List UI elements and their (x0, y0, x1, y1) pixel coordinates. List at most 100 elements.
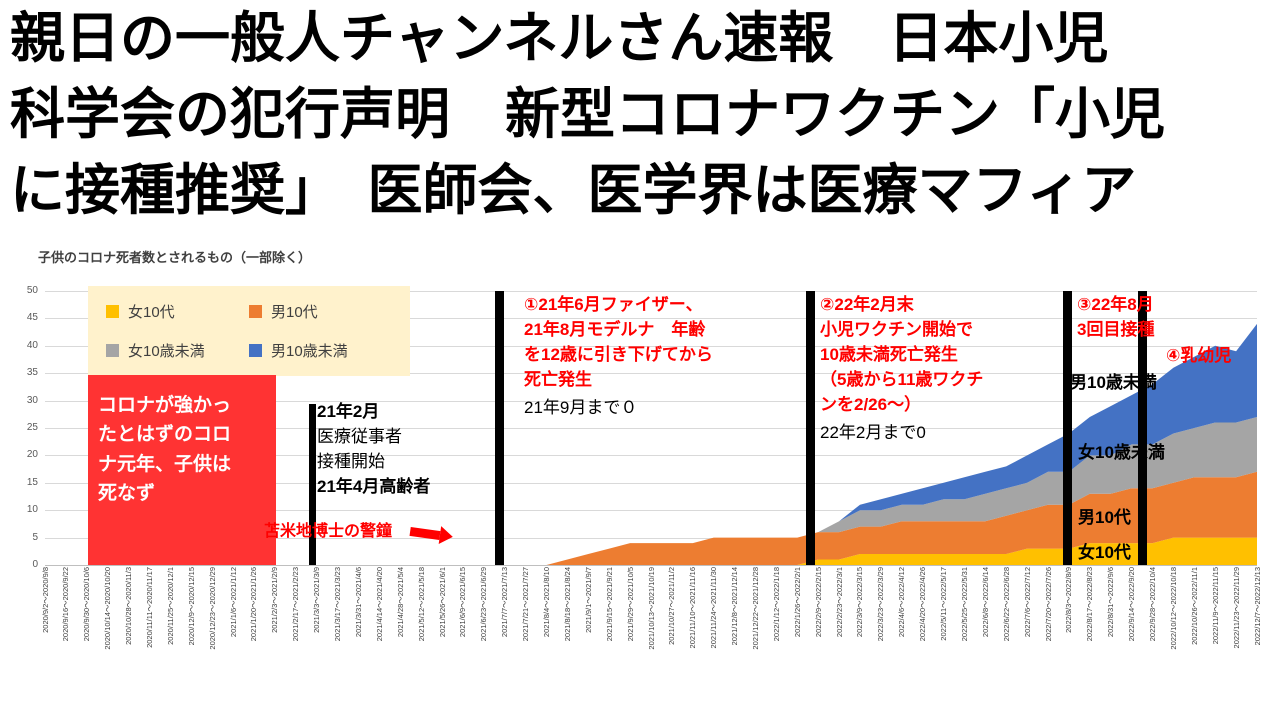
x-axis-label: 2021/11/24～2021/11/30 (709, 567, 719, 649)
timeline-bar-feb2021 (309, 404, 316, 565)
feb2021-note: 21年2月 医療従事者 接種開始 21年4月高齢者 (317, 399, 430, 499)
x-axis-label: 2021/3/3～2021/3/9 (312, 567, 322, 633)
note-1-red-text: ①21年6月ファイザー、 21年8月モデルナ 年齢 を12歳に引き下げてから 死… (524, 295, 713, 389)
legend-item-fu10: 女10歳未満 (106, 340, 249, 361)
y-axis-label: 15 (26, 476, 38, 488)
gridline (45, 373, 1257, 375)
x-axis-label: 2022/6/22～2022/6/28 (1001, 567, 1011, 642)
y-axis-label: 10 (26, 504, 38, 516)
x-axis-label: 2021/3/31～2021/4/6 (353, 567, 363, 638)
series-label-female-teens: 女10代 (1078, 543, 1131, 562)
x-axis-label: 2022/11/9～2022/11/15 (1210, 567, 1220, 645)
gridline (45, 510, 1257, 512)
y-axis-label: 45 (26, 312, 38, 324)
gridline (45, 482, 1257, 484)
timeline-bar-oct2022 (1138, 291, 1147, 565)
y-axis-label: 35 (26, 367, 38, 379)
x-axis-label: 2022/10/12～2022/10/18 (1168, 567, 1178, 650)
x-axis-label: 2021/4/28～2021/5/4 (395, 567, 405, 638)
x-axis-label: 2022/9/14～2022/9/20 (1127, 567, 1137, 642)
y-axis-label: 20 (26, 449, 38, 461)
gridline (45, 428, 1257, 429)
y-axis-label: 25 (26, 422, 38, 433)
x-axis-label: 2021/11/10～2021/11/16 (688, 567, 698, 649)
timeline-bar-jun2021 (495, 291, 504, 565)
legend-label: 男10代 (271, 304, 318, 321)
headline-line-2: 科学会の犯行声明 新型コロナワクチン「小児 (10, 83, 1166, 145)
y-axis-label: 50 (26, 285, 38, 296)
x-axis-label: 2022/2/9～2022/2/15 (813, 567, 823, 638)
series-label-male-under10: 男10歳未満 (1070, 373, 1157, 392)
note-1-black-text: 21年9月まで０ (524, 398, 638, 417)
gridline (45, 455, 1257, 457)
headline-line-1: 親日の一般人チャンネルさん速報 日本小児 (10, 7, 1109, 69)
y-axis-label: 40 (26, 339, 38, 351)
x-axis-label: 2020/11/11～2020/11/17 (144, 567, 154, 648)
note-2: ②22年2月末 小児ワクチン開始で 10歳未満死亡発生 （5歳から11歳ワクチ … (820, 292, 1070, 445)
x-axis-label: 2020/9/2～2020/9/8 (40, 567, 50, 633)
x-axis-label: 2021/9/15～2021/9/21 (604, 567, 614, 642)
note-3: ③22年8月 3回目接種 (1077, 292, 1257, 342)
x-axis-label: 2021/9/1～2021/9/7 (583, 567, 593, 633)
y-axis-label: 30 (26, 394, 38, 406)
x-axis-label: 2021/9/29～2021/10/5 (625, 567, 635, 642)
x-axis-label: 2022/11/23～2022/11/29 (1231, 567, 1241, 649)
x-axis-label: 2022/1/12～2022/1/18 (771, 567, 781, 642)
x-axis-label: 2022/8/31～2022/9/6 (1106, 567, 1116, 638)
chart-title: 子供のコロナ死者数とされるもの（一部除く） (38, 250, 312, 265)
x-axis-label: 2021/12/8～2021/12/14 (730, 567, 740, 646)
x-axis-label: 2021/8/18～2021/8/24 (562, 567, 572, 642)
x-axis-label: 2020/11/25～2020/12/1 (165, 567, 175, 645)
x-axis-label: 2022/4/6～2022/4/12 (897, 567, 907, 638)
headline-line-3: に接種推奨」 医師会、医学界は医療マフィア (10, 159, 1137, 221)
x-axis-label: 2021/7/7～2021/7/13 (500, 567, 510, 638)
x-axis-label: 2022/8/17～2022/8/23 (1085, 567, 1095, 642)
gridline (45, 291, 1257, 292)
gridline (45, 400, 1257, 402)
x-axis-label: 2021/4/14～2021/4/20 (374, 567, 384, 642)
x-axis-label: 2021/2/3～2021/2/9 (270, 567, 280, 633)
stacked-area-plot (45, 323, 1257, 565)
x-axis-label: 2021/10/13～2021/10/19 (646, 567, 656, 650)
legend-label: 女10代 (128, 304, 175, 321)
x-axis-label: 2021/7/21～2021/7/27 (521, 567, 531, 642)
legend-item-m10s: 男10代 (249, 301, 392, 322)
yellow-swatch-icon (106, 305, 119, 318)
x-axis-label: 2021/1/20～2021/1/26 (249, 567, 259, 642)
series-label-male-teens: 男10代 (1078, 508, 1131, 527)
y-axis-label: 0 (32, 559, 38, 570)
x-axis-label: 2021/3/17～2021/3/23 (333, 567, 343, 642)
x-axis-label: 2022/10/26～2022/11/1 (1189, 567, 1199, 645)
x-axis-label: 2021/6/9～2021/6/15 (458, 567, 468, 638)
x-axis-label: 2021/5/12～2021/5/18 (416, 567, 426, 642)
feb2021-note-bold2: 21年4月高齢者 (317, 477, 431, 496)
note-4: ④乳幼児 (1166, 343, 1231, 368)
legend-item-mu10: 男10歳未満 (249, 340, 392, 361)
x-axis-label: 2021/6/23～2021/6/29 (479, 567, 489, 642)
note-3-red-text: ③22年8月 3回目接種 (1077, 295, 1155, 339)
gridline (45, 565, 1257, 566)
legend-label: 男10歳未満 (271, 343, 348, 360)
legend-item-f10s: 女10代 (106, 301, 249, 322)
feb2021-note-line2: 接種開始 (317, 452, 385, 471)
gray-swatch-icon (106, 344, 119, 357)
feb2021-note-bold1: 21年2月 (317, 402, 380, 421)
note-1: ①21年6月ファイザー、 21年8月モデルナ 年齢 を12歳に引き下げてから 死… (524, 292, 804, 420)
x-axis-label: 2020/10/14～2020/10/20 (103, 567, 113, 650)
tomabechi-warning-text: 苫米地博士の警鐘 (264, 523, 393, 540)
x-axis-label: 2022/7/6～2022/7/12 (1022, 567, 1032, 638)
x-axis-label: 2021/10/27～2021/11/2 (667, 567, 677, 645)
x-axis-label: 2022/1/26～2022/2/1 (792, 567, 802, 638)
gridline (45, 318, 1257, 320)
area-series-女10代 (45, 537, 1257, 565)
x-axis-label: 2022/8/3～2022/8/9 (1064, 567, 1074, 633)
note-2-red-text: ②22年2月末 小児ワクチン開始で 10歳未満死亡発生 （5歳から11歳ワクチ … (820, 295, 984, 414)
note-2-black-text: 22年2月まで0 (820, 423, 926, 442)
timeline-bar-feb2022 (806, 291, 815, 565)
gridline (45, 537, 1257, 539)
legend: 女10代 男10代 女10歳未満 男10歳未満 (88, 286, 410, 376)
area-series-女10歳未満 (45, 417, 1257, 565)
blue-swatch-icon (249, 344, 262, 357)
x-axis-label: 2022/4/20～2022/4/26 (918, 567, 928, 642)
